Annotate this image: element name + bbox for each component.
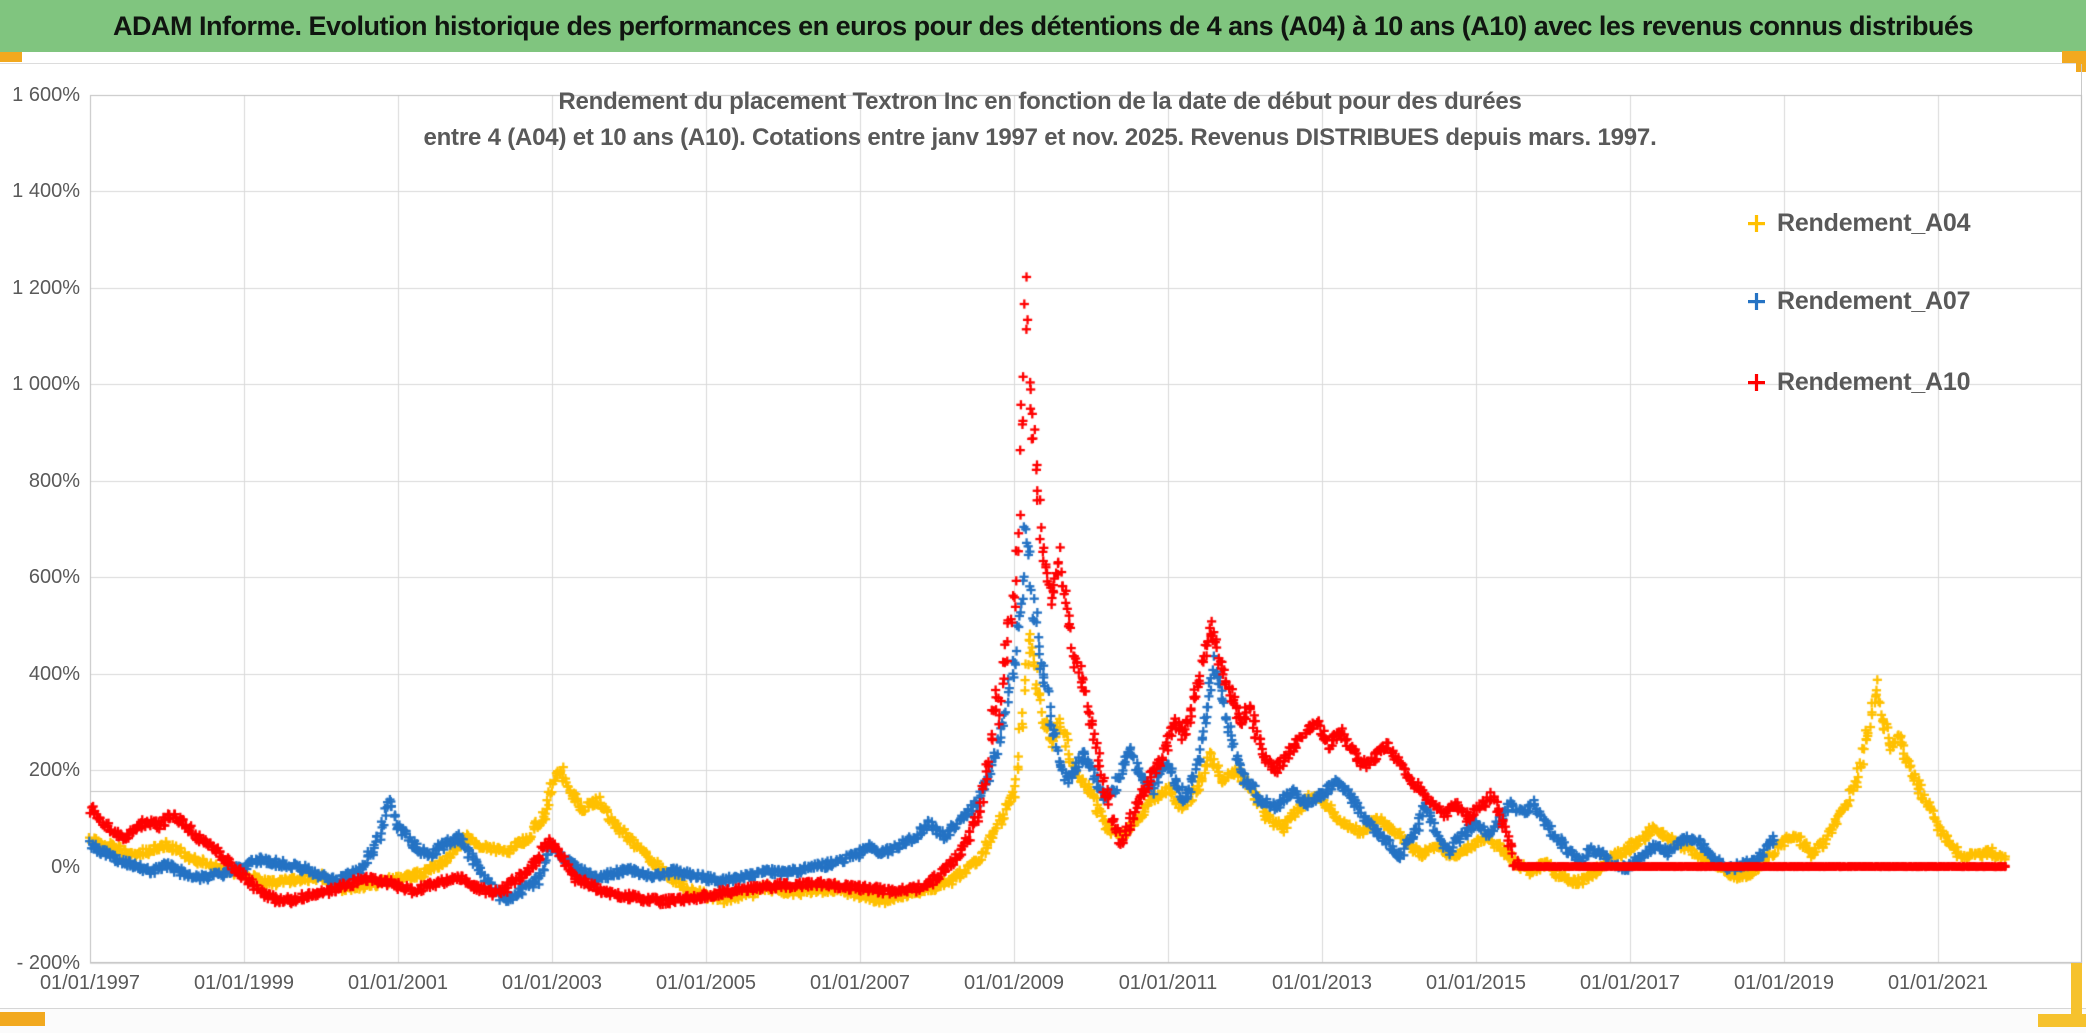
- y-tick-label: 400%: [28, 662, 80, 685]
- x-tick-label: 01/01/2013: [1271, 972, 1373, 994]
- y-tick-label: 1 200%: [12, 276, 80, 299]
- legend-item-rendement-a07[interactable]: Rendement_A07: [1748, 286, 1971, 315]
- x-tick-label: 01/01/2009: [963, 972, 1065, 994]
- x-tick-label: 01/01/2005: [655, 972, 757, 994]
- legend-item-rendement-a04[interactable]: Rendement_A04: [1748, 208, 1971, 237]
- x-tick-label: 01/01/2015: [1425, 972, 1527, 994]
- accent-bar-bottom-right-v: [2071, 963, 2082, 1020]
- legend-item-rendement-a10[interactable]: Rendement_A10: [1748, 367, 1971, 396]
- chart-title: Rendement du placement Textron Inc en fo…: [0, 84, 2080, 156]
- bottom-strip: [0, 1008, 2086, 1033]
- plus-marker-icon: [1748, 292, 1765, 310]
- plus-marker-icon: [1748, 214, 1765, 232]
- y-tick-label: 1 000%: [12, 373, 80, 396]
- x-tick-label: 01/01/2021: [1887, 972, 1989, 994]
- legend-label: Rendement_A07: [1777, 286, 1971, 315]
- y-tick-label: 1 400%: [12, 180, 80, 203]
- accent-bar-bottom-left: [0, 1012, 45, 1026]
- y-tick-label: 1 600%: [12, 84, 80, 106]
- y-tick-label: 0%: [51, 855, 80, 878]
- x-tick-label: 01/01/2003: [501, 972, 603, 994]
- y-tick-label: 800%: [28, 469, 80, 492]
- x-tick-label: 01/01/1999: [193, 972, 295, 994]
- accent-bar-bottom-right-h: [2038, 1014, 2086, 1027]
- legend-label: Rendement_A04: [1777, 208, 1971, 237]
- x-tick-label: 01/01/1997: [39, 972, 141, 994]
- x-tick-label: 01/01/2001: [347, 972, 449, 994]
- x-tick-label: 01/01/2007: [809, 972, 911, 994]
- chart-title-line1: Rendement du placement Textron Inc en fo…: [558, 88, 1522, 115]
- chart-title-line2: entre 4 (A04) et 10 ans (A10). Cotations…: [423, 124, 1657, 151]
- y-tick-label: 200%: [28, 759, 80, 782]
- x-tick-label: 01/01/2017: [1579, 972, 1681, 994]
- x-tick-label: 01/01/2011: [1118, 972, 1218, 994]
- y-tick-label: - 200%: [16, 952, 80, 974]
- x-tick-label: 01/01/2019: [1733, 972, 1835, 994]
- plus-marker-icon: [1748, 373, 1765, 391]
- y-tick-label: 600%: [28, 566, 80, 589]
- legend-label: Rendement_A10: [1777, 367, 1971, 396]
